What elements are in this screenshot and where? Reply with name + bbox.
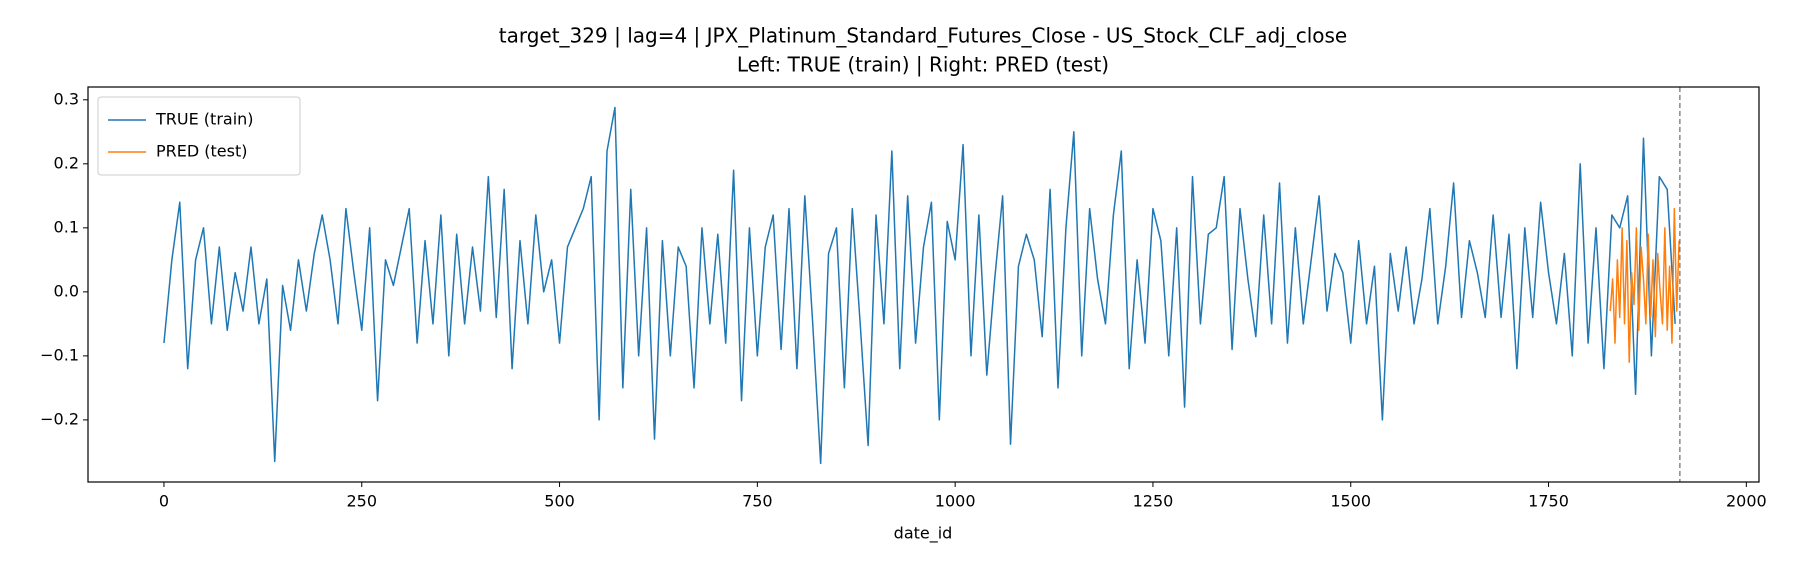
chart-title: target_329 | lag=4 | JPX_Platinum_Standa… bbox=[499, 24, 1347, 48]
y-tick-label: 0.0 bbox=[54, 281, 79, 300]
y-tick-label: 0.3 bbox=[54, 89, 79, 108]
x-tick-label: 0 bbox=[159, 492, 169, 511]
x-tick-label: 1750 bbox=[1528, 492, 1569, 511]
legend-label: PRED (test) bbox=[156, 142, 248, 161]
x-tick-label: 2000 bbox=[1726, 492, 1767, 511]
x-tick-label: 1250 bbox=[1133, 492, 1174, 511]
x-tick-label: 250 bbox=[346, 492, 377, 511]
y-tick-label: −0.2 bbox=[40, 409, 79, 428]
y-tick-label: 0.2 bbox=[54, 153, 79, 172]
x-tick-label: 750 bbox=[742, 492, 773, 511]
y-tick-label: 0.1 bbox=[54, 217, 79, 236]
series-line bbox=[1609, 207, 1680, 364]
legend-box bbox=[97, 96, 301, 176]
chart-subtitle: Left: TRUE (train) | Right: PRED (test) bbox=[737, 53, 1109, 77]
y-tick-label: −0.1 bbox=[40, 345, 79, 364]
series-line bbox=[163, 106, 1676, 465]
x-tick-label: 500 bbox=[544, 492, 575, 511]
legend-label: TRUE (train) bbox=[155, 110, 254, 129]
plot-frame bbox=[87, 86, 1760, 483]
x-tick-label: 1000 bbox=[935, 492, 976, 511]
x-tick-label: 1500 bbox=[1330, 492, 1371, 511]
x-axis-label: date_id bbox=[894, 524, 953, 544]
